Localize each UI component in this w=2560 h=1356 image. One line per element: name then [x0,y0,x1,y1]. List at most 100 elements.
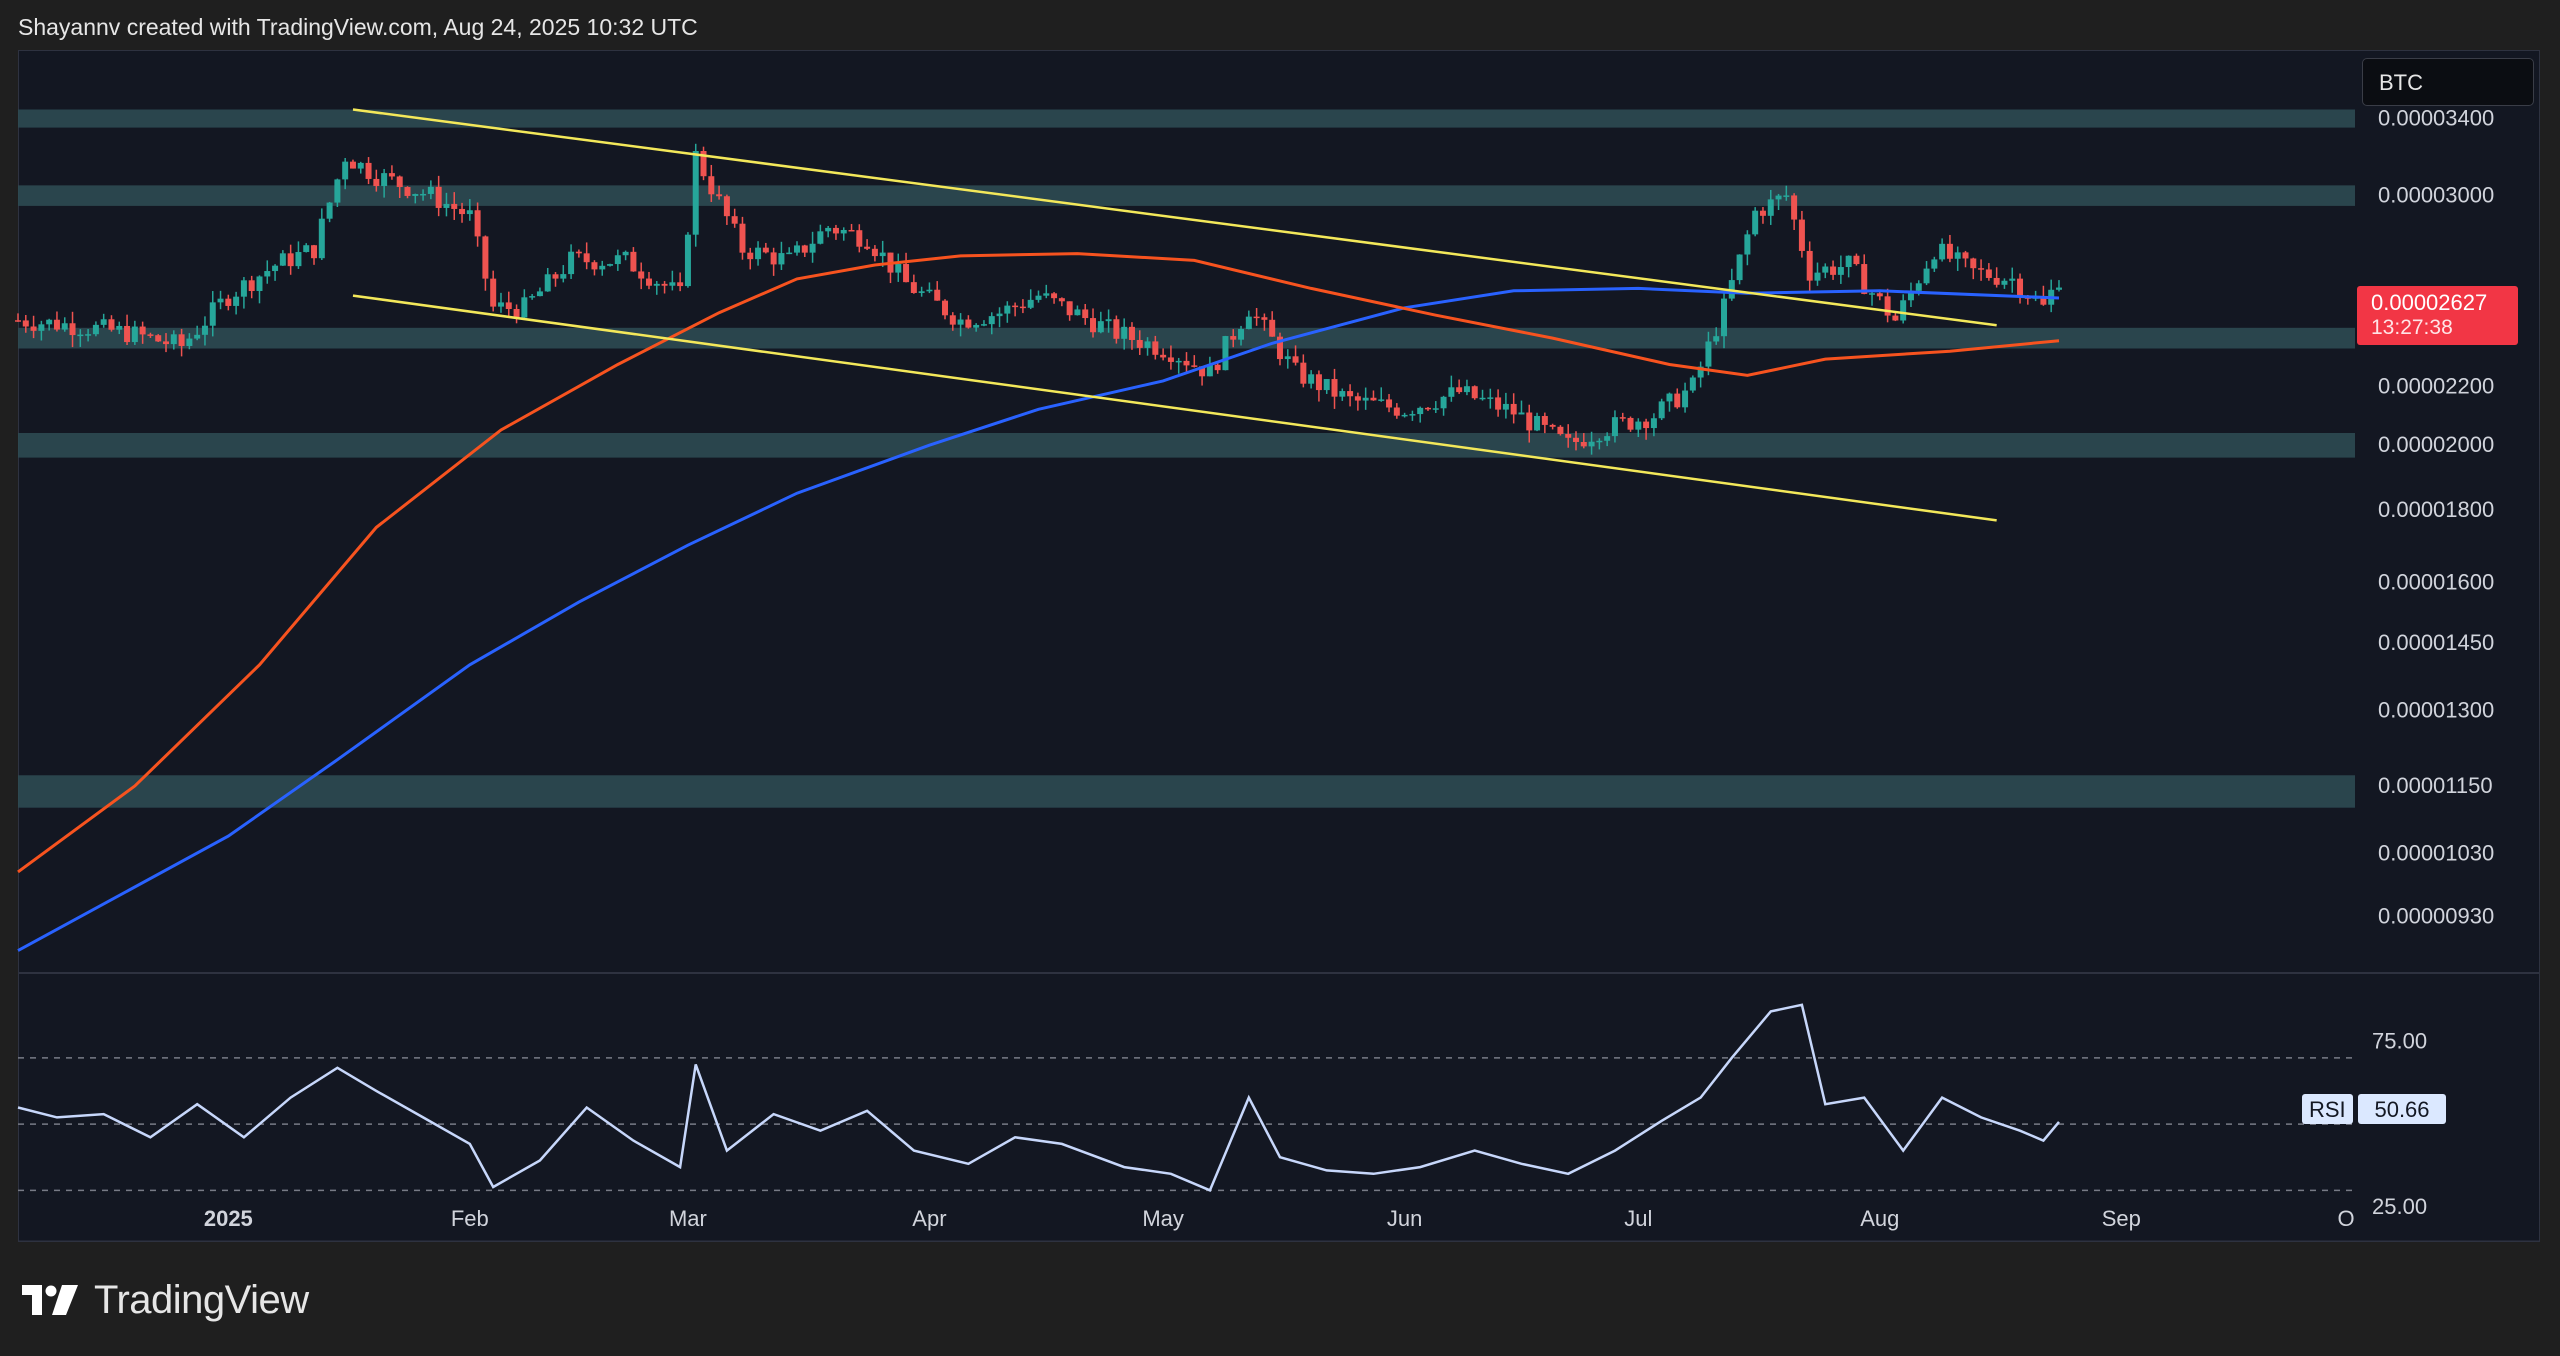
candle-body-2025-01-13 [318,218,325,259]
time-tick-Jul: Jul [1624,1206,1652,1231]
candlestick-series [15,143,2062,455]
candle-body-2025-06-22 [1565,434,1572,438]
price-zone-2 [18,185,2355,206]
candle-body-2025-02-09 [529,296,536,298]
candle-body-2025-03-01 [684,234,691,287]
candle-body-2025-05-17 [1284,356,1291,360]
chart-frame [18,50,2540,1242]
candle-body-2025-06-12 [1487,397,1494,399]
candle-body-2025-02-28 [677,282,684,287]
candle-body-2024-12-26 [178,334,185,346]
candle-body-2025-07-19 [1775,195,1782,200]
candle-body-2025-07-23 [1806,250,1813,281]
candle-body-2025-08-04 [1900,300,1907,321]
candle-body-2025-05-26 [1354,396,1361,401]
candle-body-2025-07-14 [1736,254,1743,281]
candle-body-2025-06-29 [1619,417,1626,419]
candle-body-2025-03-05 [716,194,723,197]
rsi-value: 50.66 [2358,1094,2446,1124]
candle-body-2025-03-29 [903,263,910,283]
candle-body-2024-12-24 [163,341,170,345]
bar-countdown: 13:27:38 [2371,316,2453,339]
candle-body-2025-08-13 [1970,258,1977,269]
candle-body-2025-03-30 [910,282,917,293]
symbol-legend[interactable]: BTC [2362,58,2534,106]
candle-body-2025-08-05 [1907,290,1914,301]
candle-body-2025-02-05 [497,302,504,307]
candle-body-2025-04-23 [1097,321,1104,333]
candle-body-2025-03-02 [692,150,699,235]
candle-body-2025-02-06 [505,302,512,310]
candle-body-2025-01-02 [233,296,240,306]
candle-body-2025-04-27 [1128,326,1135,340]
candle-body-2025-05-24 [1339,391,1346,397]
candle-body-2024-12-25 [170,334,177,345]
candle-body-2025-08-02 [1884,296,1891,316]
candle-body-2025-08-06 [1915,283,1922,291]
candle-body-2025-08-08 [1931,259,1938,269]
candle-body-2025-06-24 [1580,441,1587,447]
candle-body-2025-02-25 [653,283,660,286]
candle-body-2025-04-05 [957,319,964,325]
candle-body-2025-03-22 [848,229,855,232]
price-zone-5 [18,775,2355,808]
candle-body-2025-01-06 [264,271,271,277]
candle-body-2025-04-17 [1051,293,1058,299]
candle-body-2025-04-15 [1035,295,1042,300]
candle-body-2025-01-04 [248,280,255,292]
candle-body-2025-06-04 [1424,407,1431,410]
candle-body-2025-03-15 [794,245,800,253]
candle-body-2025-03-23 [856,230,863,247]
candle-body-2025-02-22 [630,251,637,272]
candle-body-2024-12-15 [92,324,99,335]
candle-body-2025-07-26 [1830,266,1837,275]
footer-brand[interactable]: TradingView [22,1278,309,1322]
candle-body-2025-01-24 [404,187,411,196]
candle-body-2025-04-25 [1113,319,1120,339]
candle-body-2025-02-18 [599,265,606,270]
candle-body-2025-05-18 [1292,356,1299,363]
time-axis[interactable]: 2025 Feb Mar Apr May Jun Jul Aug Sep O [204,1206,2355,1231]
candle-body-2025-03-26 [879,252,886,257]
candle-body-2025-02-23 [638,271,645,279]
candle-body-2025-02-26 [661,283,668,286]
candle-body-2025-04-01 [926,289,933,292]
candle-body-2025-01-09 [287,253,294,267]
candle-body-2025-08-10 [1946,243,1953,259]
candle-body-2025-03-06 [723,196,730,217]
candle-body-2025-05-02 [1167,357,1174,362]
candle-body-2025-01-11 [303,245,310,253]
candle-body-2025-04-28 [1136,339,1143,348]
price-tick-0.00001300: 0.00001300 [2378,697,2494,722]
candle-body-2025-06-09 [1463,386,1470,393]
candle-body-2025-04-07 [973,324,980,328]
indicator-lines [17,252,2060,952]
candle-body-2025-05-08 [1214,364,1221,371]
price-tick-0.00003000: 0.00003000 [2378,183,2494,208]
candle-body-2025-04-24 [1105,319,1112,322]
time-tick-May: May [1142,1206,1184,1231]
candle-body-2025-05-30 [1386,399,1393,408]
candle-body-2025-06-02 [1409,414,1416,416]
candle-body-2025-02-03 [482,236,489,279]
candle-body-2025-08-17 [2001,280,2008,285]
candle-body-2024-12-05 [15,320,21,322]
chart-attribution: Shayannv created with TradingView.com, A… [18,14,698,40]
candle-body-2025-04-04 [949,315,956,325]
candle-body-2025-04-22 [1090,318,1097,333]
candle-body-2025-05-25 [1347,391,1354,397]
candle-body-2025-01-08 [279,253,286,266]
price-tick-0.00001450: 0.00001450 [2378,630,2494,655]
candle-body-2025-04-10 [996,313,1003,317]
price-tick-0.00001030: 0.00001030 [2378,841,2494,866]
candle-body-2025-03-31 [918,291,925,293]
candle-body-2025-06-14 [1502,403,1509,410]
candle-body-2025-05-15 [1269,319,1276,337]
price-axis[interactable]: 0.00003400 0.00003000 0.00002200 0.00002000… [2378,105,2494,928]
price-tick-0.00002200: 0.00002200 [2378,373,2494,398]
candle-body-2025-01-14 [326,202,333,219]
candle-body-2025-07-27 [1837,267,1844,275]
candle-body-2025-03-17 [809,243,816,253]
candle-body-2025-07-18 [1767,199,1774,216]
